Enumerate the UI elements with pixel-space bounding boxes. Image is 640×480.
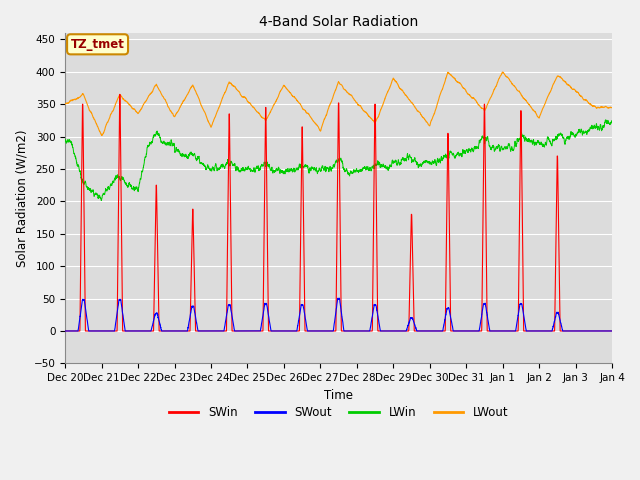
Y-axis label: Solar Radiation (W/m2): Solar Radiation (W/m2) <box>15 130 28 267</box>
Title: 4-Band Solar Radiation: 4-Band Solar Radiation <box>259 15 418 29</box>
Legend: SWin, SWout, LWin, LWout: SWin, SWout, LWin, LWout <box>164 401 513 423</box>
X-axis label: Time: Time <box>324 389 353 402</box>
Text: TZ_tmet: TZ_tmet <box>70 38 125 51</box>
